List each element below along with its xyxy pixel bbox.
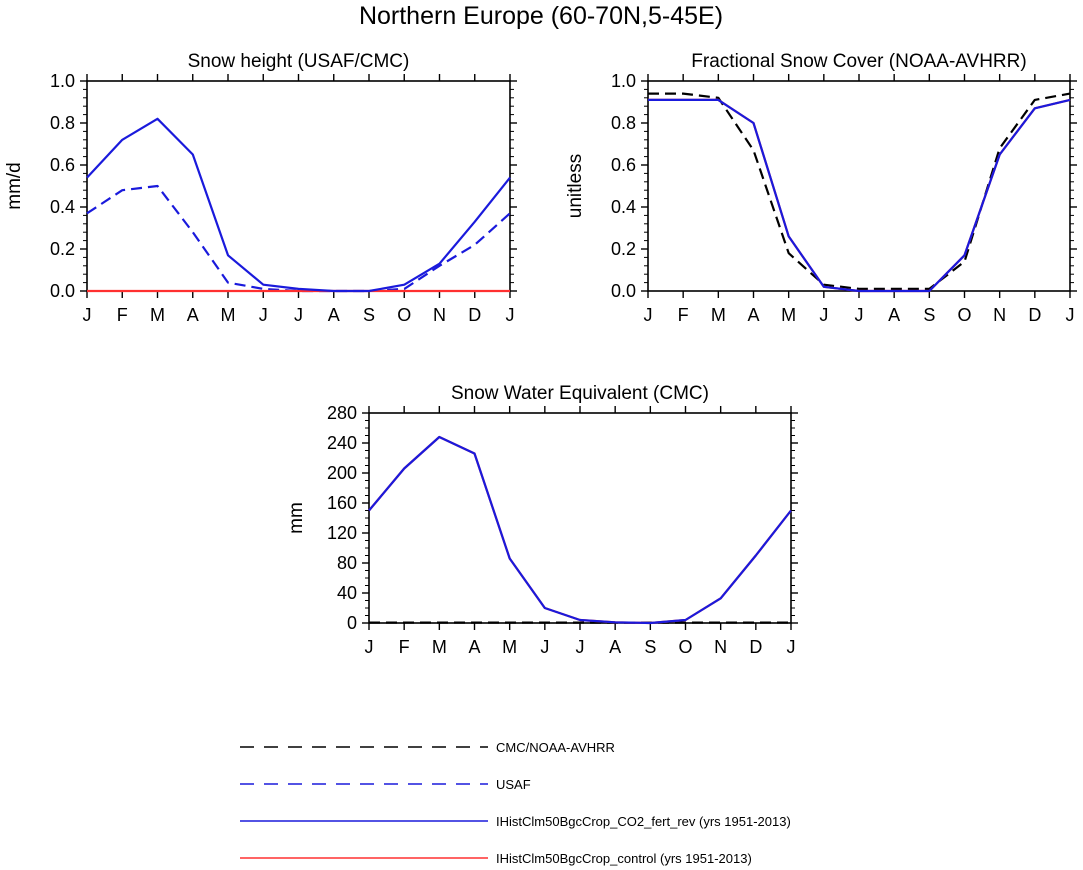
x-tick-label: O — [678, 637, 692, 657]
x-tick-label: M — [781, 305, 796, 325]
series-line — [86, 184, 511, 293]
chart-panel-1: Snow height (USAF/CMC) mm/d 0.0 0.2 0.4 0.6 0.… — [4, 51, 517, 325]
x-tick-label: A — [888, 305, 900, 325]
x-tick-label: J — [644, 305, 653, 325]
x-tick-label: J — [1066, 305, 1075, 325]
x-tick-label: A — [187, 305, 199, 325]
x-tick-label: J — [365, 637, 374, 657]
panel-title: Snow Water Equivalent (CMC) — [451, 383, 709, 404]
y-tick-label: 0.2 — [611, 239, 636, 259]
y-tick-label: 0.2 — [50, 239, 75, 259]
x-tick-label: M — [711, 305, 726, 325]
y-axis-label: unitless — [565, 154, 586, 218]
y-tick-label: 0.4 — [50, 197, 75, 217]
x-tick-label: S — [923, 305, 935, 325]
x-tick-label: O — [397, 305, 411, 325]
y-axis-label: mm — [286, 502, 307, 534]
plot-frame — [647, 80, 1071, 292]
x-tick-label: J — [855, 305, 864, 325]
legend-label: IHistClm50BgcCrop_CO2_fert_rev (yrs 1951… — [496, 814, 791, 829]
x-tick-label: N — [714, 637, 727, 657]
y-tick-label: 1.0 — [611, 71, 636, 91]
y-tick-label: 80 — [337, 553, 357, 573]
series-line — [648, 98, 1071, 293]
x-tick-label: F — [399, 637, 410, 657]
y-tick-label: 0.4 — [611, 197, 636, 217]
legend-item: USAF — [240, 777, 531, 792]
x-tick-label: A — [609, 637, 621, 657]
series-line — [86, 117, 511, 293]
series-line — [648, 98, 1071, 293]
x-tick-label: J — [787, 637, 796, 657]
y-tick-label: 0.8 — [611, 113, 636, 133]
y-axis-label: mm/d — [4, 162, 25, 210]
y-tick-label: 1.0 — [50, 71, 75, 91]
legend-label: CMC/NOAA-AVHRR — [496, 740, 615, 755]
chart-panels: Snow height (USAF/CMC) mm/d 0.0 0.2 0.4 0.6 0.… — [4, 51, 1077, 657]
x-tick-label: D — [468, 305, 481, 325]
x-tick-label: J — [819, 305, 828, 325]
series-line — [368, 435, 792, 625]
y-tick-label: 0 — [347, 613, 357, 633]
panel-title: Snow height (USAF/CMC) — [188, 51, 410, 72]
x-tick-label: O — [957, 305, 971, 325]
y-tick-label: 0.0 — [50, 281, 75, 301]
series-line — [368, 435, 792, 625]
legend-label: IHistClm50BgcCrop_control (yrs 1951-2013… — [496, 851, 752, 866]
chart-panel-3: Snow Water Equivalent (CMC) mm 0 40 80 120 160… — [286, 383, 798, 657]
x-tick-label: A — [747, 305, 759, 325]
y-tick-label: 160 — [327, 493, 357, 513]
x-tick-label: F — [678, 305, 689, 325]
y-tick-label: 280 — [327, 403, 357, 423]
x-tick-label: M — [221, 305, 236, 325]
x-tick-label: J — [83, 305, 92, 325]
x-tick-label: D — [1028, 305, 1041, 325]
legend-item: CMC/NOAA-AVHRR — [240, 740, 615, 755]
y-tick-label: 0.6 — [50, 155, 75, 175]
legend-item: IHistClm50BgcCrop_control (yrs 1951-2013… — [240, 851, 752, 866]
chart-panel-2: Fractional Snow Cover (NOAA-AVHRR) unitle… — [565, 51, 1077, 325]
y-tick-label: 40 — [337, 583, 357, 603]
x-tick-label: J — [259, 305, 268, 325]
y-tick-label: 240 — [327, 433, 357, 453]
x-tick-label: S — [644, 637, 656, 657]
x-tick-label: M — [502, 637, 517, 657]
x-tick-label: N — [433, 305, 446, 325]
x-tick-label: J — [506, 305, 515, 325]
x-tick-label: J — [294, 305, 303, 325]
x-tick-label: J — [576, 637, 585, 657]
x-tick-label: A — [468, 637, 480, 657]
legend: CMC/NOAA-AVHRR USAF IHistClm50BgcCrop_CO2_… — [240, 740, 791, 866]
x-tick-label: F — [117, 305, 128, 325]
legend-item: IHistClm50BgcCrop_CO2_fert_rev (yrs 1951… — [240, 814, 791, 829]
y-tick-label: 120 — [327, 523, 357, 543]
y-tick-label: 0.6 — [611, 155, 636, 175]
legend-label: USAF — [496, 777, 531, 792]
x-tick-label: N — [993, 305, 1006, 325]
x-tick-label: M — [150, 305, 165, 325]
panel-title: Fractional Snow Cover (NOAA-AVHRR) — [691, 51, 1026, 72]
x-tick-label: M — [432, 637, 447, 657]
x-tick-label: S — [363, 305, 375, 325]
y-tick-label: 200 — [327, 463, 357, 483]
y-tick-label: 0.8 — [50, 113, 75, 133]
figure-title: Northern Europe (60-70N,5-45E) — [359, 2, 723, 30]
x-tick-label: J — [540, 637, 549, 657]
y-tick-label: 0.0 — [611, 281, 636, 301]
series-line — [648, 92, 1071, 290]
x-tick-label: A — [328, 305, 340, 325]
x-tick-label: D — [749, 637, 762, 657]
